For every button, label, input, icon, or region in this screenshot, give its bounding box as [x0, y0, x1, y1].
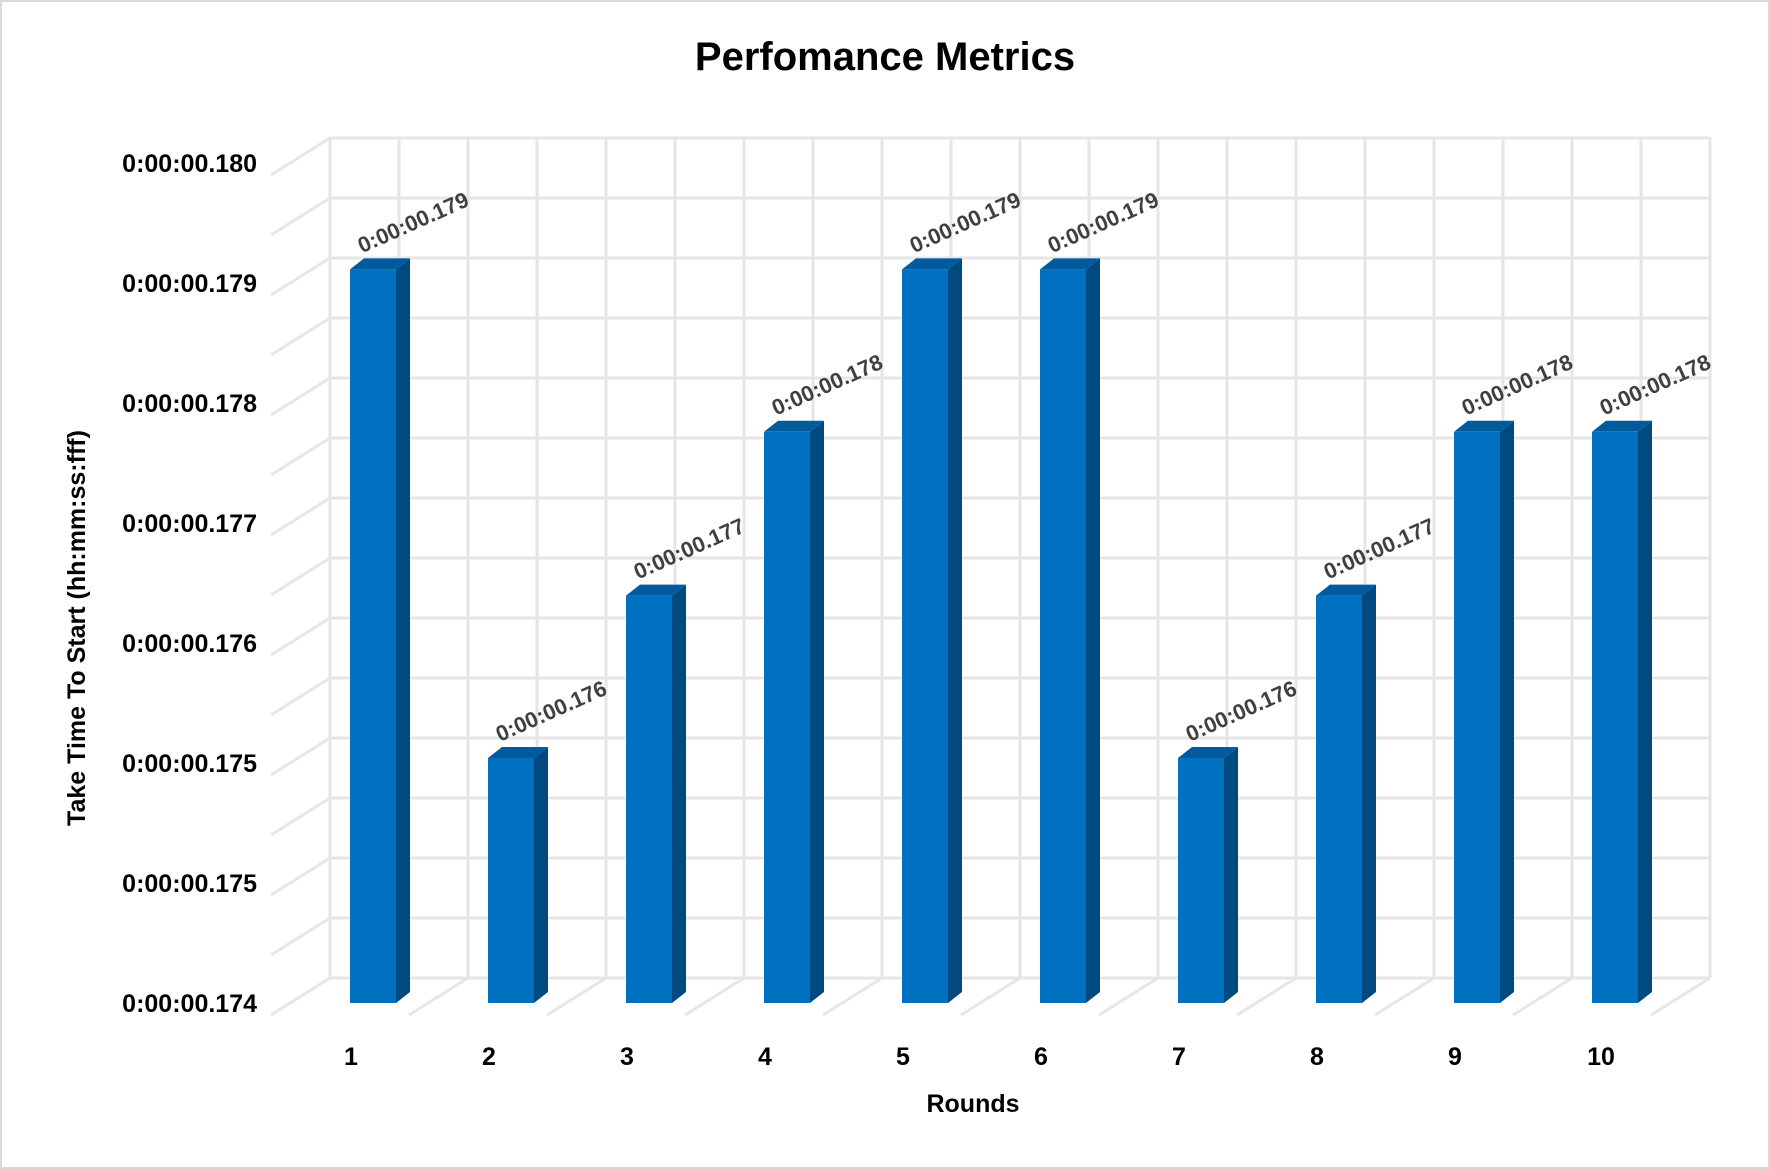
bar: 0:00:00.176 [1178, 675, 1300, 1003]
side-wall-gridline [270, 496, 331, 537]
bar-top [626, 584, 686, 596]
side-wall-gridline [270, 256, 331, 297]
bar: 0:00:00.176 [488, 675, 610, 1003]
side-wall-gridline [270, 616, 331, 657]
side-wall-gridline [270, 556, 331, 597]
floor-gridline [270, 976, 331, 1017]
floor-gridline [1650, 976, 1711, 1017]
bar-side [672, 584, 686, 1003]
x-axis-title: Rounds [926, 1090, 1019, 1118]
bar-top [1592, 420, 1652, 432]
floor-gridline [546, 976, 607, 1017]
side-wall-gridline [270, 676, 331, 717]
bar-front [1454, 431, 1500, 1003]
bar: 0:00:00.179 [902, 187, 1024, 1003]
bar-side [396, 258, 410, 1003]
y-tick-label: 0:00:00.175 [122, 870, 257, 898]
y-tick-label: 0:00:00.177 [122, 510, 257, 538]
bar-top [1178, 747, 1238, 758]
x-tick-label: 7 [1172, 1043, 1186, 1071]
x-tick-label: 6 [1034, 1043, 1048, 1071]
y-axis-title: Take Time To Start (hh:mm:ss:fff) [63, 430, 91, 826]
bar-front [626, 595, 672, 1003]
data-label: 0:00:00.177 [630, 513, 749, 584]
bar-side [1086, 258, 1100, 1003]
bar-top [902, 258, 962, 270]
bar-top [350, 258, 410, 270]
x-tick-label: 10 [1587, 1043, 1615, 1071]
y-axis-ticks: 0:00:00.174 0:00:00.175 0:00:00.175 0:00:00… [122, 150, 257, 1018]
bar: 0:00:00.177 [626, 513, 748, 1003]
bar-front [764, 431, 810, 1003]
bar-side [1224, 747, 1238, 1003]
y-tick-label: 0:00:00.176 [122, 630, 257, 658]
floor-gridline [1236, 976, 1297, 1017]
x-tick-label: 5 [896, 1043, 910, 1071]
side-wall-gridline [270, 316, 331, 357]
data-label: 0:00:00.176 [1182, 675, 1301, 746]
side-wall-gridline [270, 376, 331, 417]
y-tick-label: 0:00:00.179 [122, 270, 257, 298]
bar-side [948, 258, 962, 1003]
floor-gridline [684, 976, 745, 1017]
bar-side [534, 747, 548, 1003]
side-wall-gridline [270, 196, 331, 237]
data-label: 0:00:00.178 [1596, 349, 1715, 420]
x-tick-label: 4 [758, 1043, 772, 1071]
side-wall-gridline [270, 916, 331, 957]
bar-front [902, 269, 948, 1003]
floor-gridline [960, 976, 1021, 1017]
data-label: 0:00:00.177 [1320, 513, 1439, 584]
y-tick-label: 0:00:00.180 [122, 150, 257, 178]
bar-side [1638, 420, 1652, 1003]
floor-gridline [408, 976, 469, 1017]
side-wall-gridline [270, 736, 331, 777]
bar-top [1040, 258, 1100, 270]
bar-front [1040, 269, 1086, 1003]
chart-title: Perfomance Metrics [695, 35, 1075, 79]
x-tick-label: 2 [482, 1043, 496, 1071]
side-wall-gridline [270, 796, 331, 837]
side-wall-gridline [270, 436, 331, 477]
bar: 0:00:00.179 [350, 187, 472, 1003]
bar-side [810, 420, 824, 1003]
bar: 0:00:00.177 [1316, 513, 1438, 1003]
bar-top [488, 747, 548, 758]
bar-front [350, 269, 396, 1003]
bar-top [1454, 420, 1514, 432]
data-label: 0:00:00.178 [1458, 349, 1577, 420]
bar-side [1500, 420, 1514, 1003]
y-tick-label: 0:00:00.174 [122, 990, 257, 1018]
floor-gridline [1098, 976, 1159, 1017]
x-tick-label: 9 [1448, 1043, 1462, 1071]
bar-front [1178, 758, 1224, 1003]
floor-gridline [1374, 976, 1435, 1017]
x-tick-label: 3 [620, 1043, 634, 1071]
side-wall-gridline [270, 136, 331, 177]
data-label: 0:00:00.178 [768, 349, 887, 420]
bar-top [764, 420, 824, 432]
bar-front [488, 758, 534, 1003]
floor-gridline [1512, 976, 1573, 1017]
data-label: 0:00:00.176 [492, 675, 611, 746]
bar: 0:00:00.178 [764, 349, 886, 1003]
bar-front [1316, 595, 1362, 1003]
y-tick-label: 0:00:00.178 [122, 390, 257, 418]
bar: 0:00:00.178 [1592, 349, 1714, 1003]
bar-front [1592, 431, 1638, 1003]
side-wall-gridline [270, 856, 331, 897]
floor-gridline [822, 976, 883, 1017]
bar: 0:00:00.178 [1454, 349, 1576, 1003]
bar-top [1316, 584, 1376, 596]
x-tick-label: 1 [344, 1043, 358, 1071]
bar: 0:00:00.179 [1040, 187, 1162, 1003]
x-tick-label: 8 [1310, 1043, 1324, 1071]
y-tick-label: 0:00:00.175 [122, 750, 257, 778]
bar-side [1362, 584, 1376, 1003]
bars: 0:00:00.179 0:00:00.176 0:00:00.177 0:00:00… [350, 187, 1714, 1003]
x-axis-ticks: 1 2 3 4 5 6 7 8 9 10 [344, 1043, 1615, 1071]
